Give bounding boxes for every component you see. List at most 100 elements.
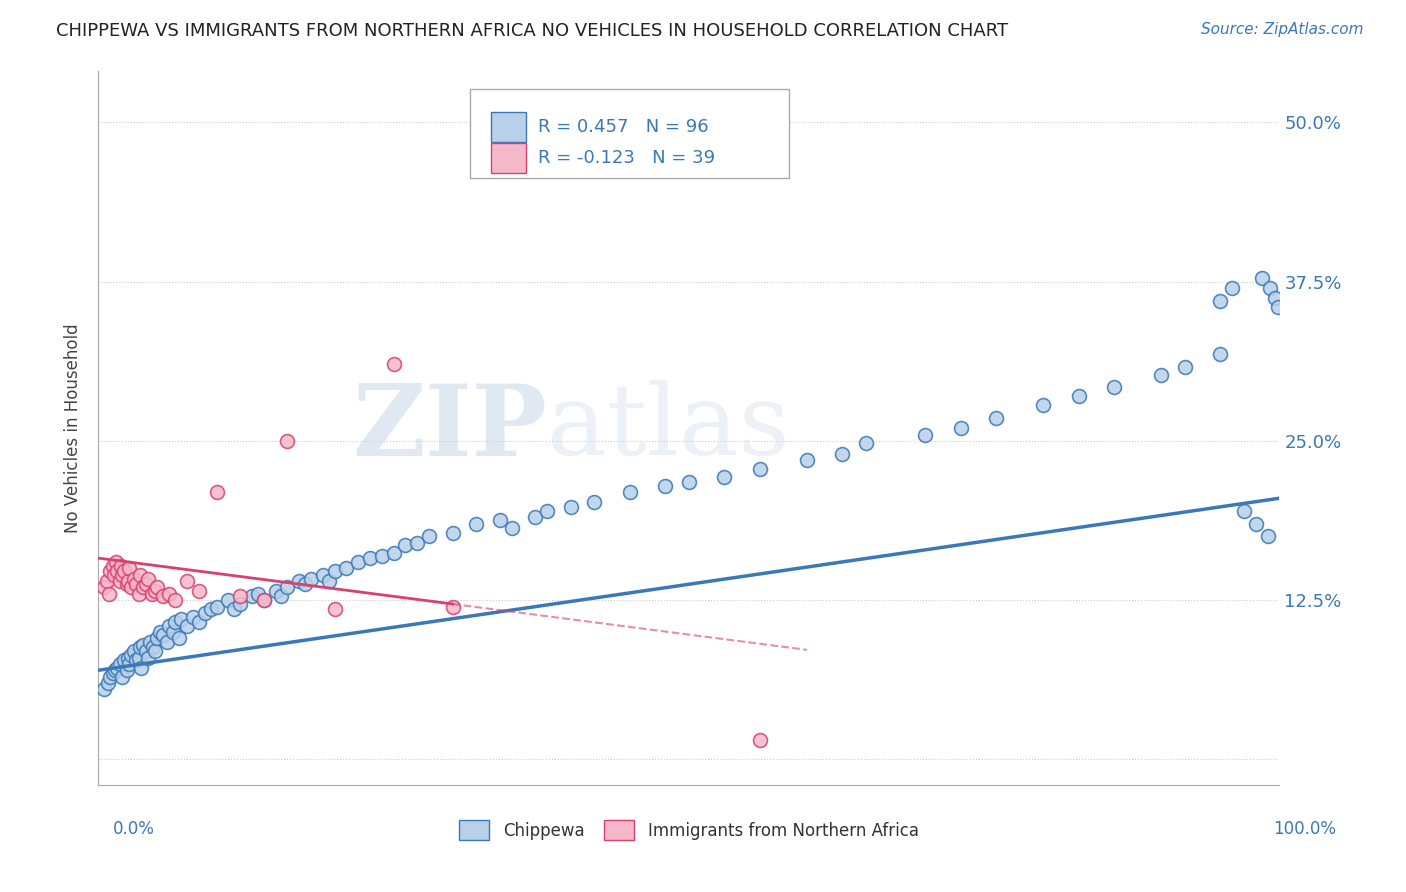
Point [157, 587, 180, 601]
Point [125, 653, 148, 667]
Point [167, 632, 190, 646]
Text: atlas: atlas [547, 380, 790, 476]
Point [128, 650, 150, 665]
Point [1174, 359, 1197, 374]
Point [115, 576, 138, 591]
Point [143, 644, 166, 658]
Point [524, 510, 547, 524]
Point [98, 564, 121, 578]
Point [118, 561, 141, 575]
Point [143, 584, 166, 599]
Point [194, 606, 217, 620]
Point [97, 676, 120, 690]
Point [1258, 281, 1281, 295]
Point [111, 670, 134, 684]
Point [654, 478, 676, 492]
Point [240, 590, 263, 604]
Point [152, 590, 174, 604]
Bar [491, 112, 526, 142]
Point [1150, 368, 1173, 382]
Point [229, 590, 252, 604]
Point [149, 625, 172, 640]
Point [1267, 300, 1289, 314]
Point [128, 567, 150, 582]
Point [253, 593, 276, 607]
Point [121, 581, 143, 595]
Text: CHIPPEWA VS IMMIGRANTS FROM NORTHERN AFRICA NO VEHICLES IN HOUSEHOLD CORRELATION: CHIPPEWA VS IMMIGRANTS FROM NORTHERN AFR… [56, 22, 1008, 40]
Point [1233, 504, 1256, 518]
Point [93, 581, 115, 595]
Point [128, 640, 150, 655]
Point [128, 587, 150, 601]
Point [441, 525, 464, 540]
Point [135, 576, 157, 591]
Legend: Chippewa, Immigrants from Northern Africa: Chippewa, Immigrants from Northern Afric… [451, 812, 927, 848]
Point [323, 564, 346, 578]
Point [949, 421, 972, 435]
Point [217, 593, 239, 607]
Point [1032, 398, 1054, 412]
Point [156, 635, 179, 649]
Point [146, 581, 169, 595]
Point [914, 427, 936, 442]
Point [105, 661, 128, 675]
Point [187, 615, 209, 629]
Text: Source: ZipAtlas.com: Source: ZipAtlas.com [1201, 22, 1364, 37]
Point [270, 590, 292, 604]
Point [323, 602, 346, 616]
Point [984, 411, 1007, 425]
FancyBboxPatch shape [471, 89, 789, 178]
Point [1250, 270, 1272, 285]
Point [1209, 293, 1232, 308]
Point [121, 648, 143, 662]
Point [489, 513, 512, 527]
Point [288, 574, 311, 588]
Point [1244, 516, 1267, 531]
Point [111, 567, 134, 582]
Point [165, 615, 187, 629]
Point [162, 625, 184, 640]
Point [104, 663, 127, 677]
Text: R = -0.123   N = 39: R = -0.123 N = 39 [537, 150, 714, 168]
Bar [491, 144, 526, 173]
Point [118, 657, 141, 671]
Point [122, 572, 145, 586]
Point [796, 453, 818, 467]
Point [117, 650, 139, 665]
Point [117, 574, 139, 588]
Point [294, 576, 316, 591]
Point [176, 618, 198, 632]
Point [115, 663, 138, 677]
Point [619, 484, 641, 499]
Point [536, 504, 558, 518]
Point [347, 555, 370, 569]
Point [136, 650, 159, 665]
Point [855, 436, 877, 450]
Point [224, 602, 246, 616]
Point [108, 574, 131, 588]
Point [1067, 389, 1090, 403]
Point [359, 551, 381, 566]
Point [105, 564, 128, 578]
Point [142, 640, 165, 655]
Point [141, 587, 163, 601]
Point [276, 581, 298, 595]
Point [181, 609, 204, 624]
Point [146, 632, 169, 646]
Point [170, 612, 193, 626]
Point [132, 638, 155, 652]
Point [101, 558, 124, 573]
Point [125, 576, 148, 591]
Point [312, 567, 335, 582]
Point [382, 546, 405, 560]
Point [200, 602, 222, 616]
Point [112, 564, 135, 578]
Point [108, 657, 131, 671]
Point [132, 581, 155, 595]
Point [748, 733, 770, 747]
Text: ZIP: ZIP [353, 380, 547, 476]
Point [246, 587, 269, 601]
Point [187, 584, 209, 599]
Point [831, 447, 853, 461]
Point [371, 549, 394, 563]
